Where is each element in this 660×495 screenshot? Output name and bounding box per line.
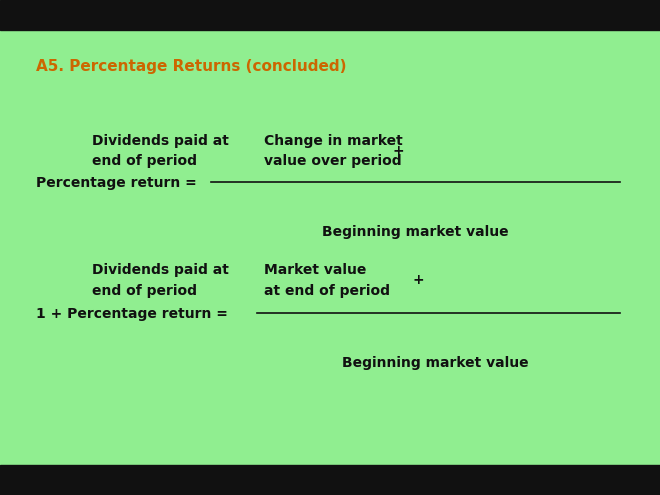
Text: Market value: Market value: [264, 263, 366, 277]
Text: +: +: [393, 145, 405, 158]
Text: end of period: end of period: [92, 284, 197, 298]
Bar: [0, 0, 660, 30]
Text: Percentage return =: Percentage return =: [36, 176, 197, 190]
Text: A5. Percentage Returns (concluded): A5. Percentage Returns (concluded): [36, 59, 347, 74]
Text: Dividends paid at: Dividends paid at: [92, 263, 229, 277]
Text: +: +: [412, 273, 424, 287]
Text: Beginning market value: Beginning market value: [343, 356, 529, 370]
Text: Dividends paid at: Dividends paid at: [92, 135, 229, 148]
Text: 1 + Percentage return =: 1 + Percentage return =: [36, 307, 228, 321]
Text: value over period: value over period: [264, 154, 402, 168]
Bar: [0, 465, 660, 495]
Text: end of period: end of period: [92, 154, 197, 168]
Text: at end of period: at end of period: [264, 284, 390, 298]
Text: Beginning market value: Beginning market value: [323, 225, 509, 239]
Text: Change in market: Change in market: [264, 135, 403, 148]
